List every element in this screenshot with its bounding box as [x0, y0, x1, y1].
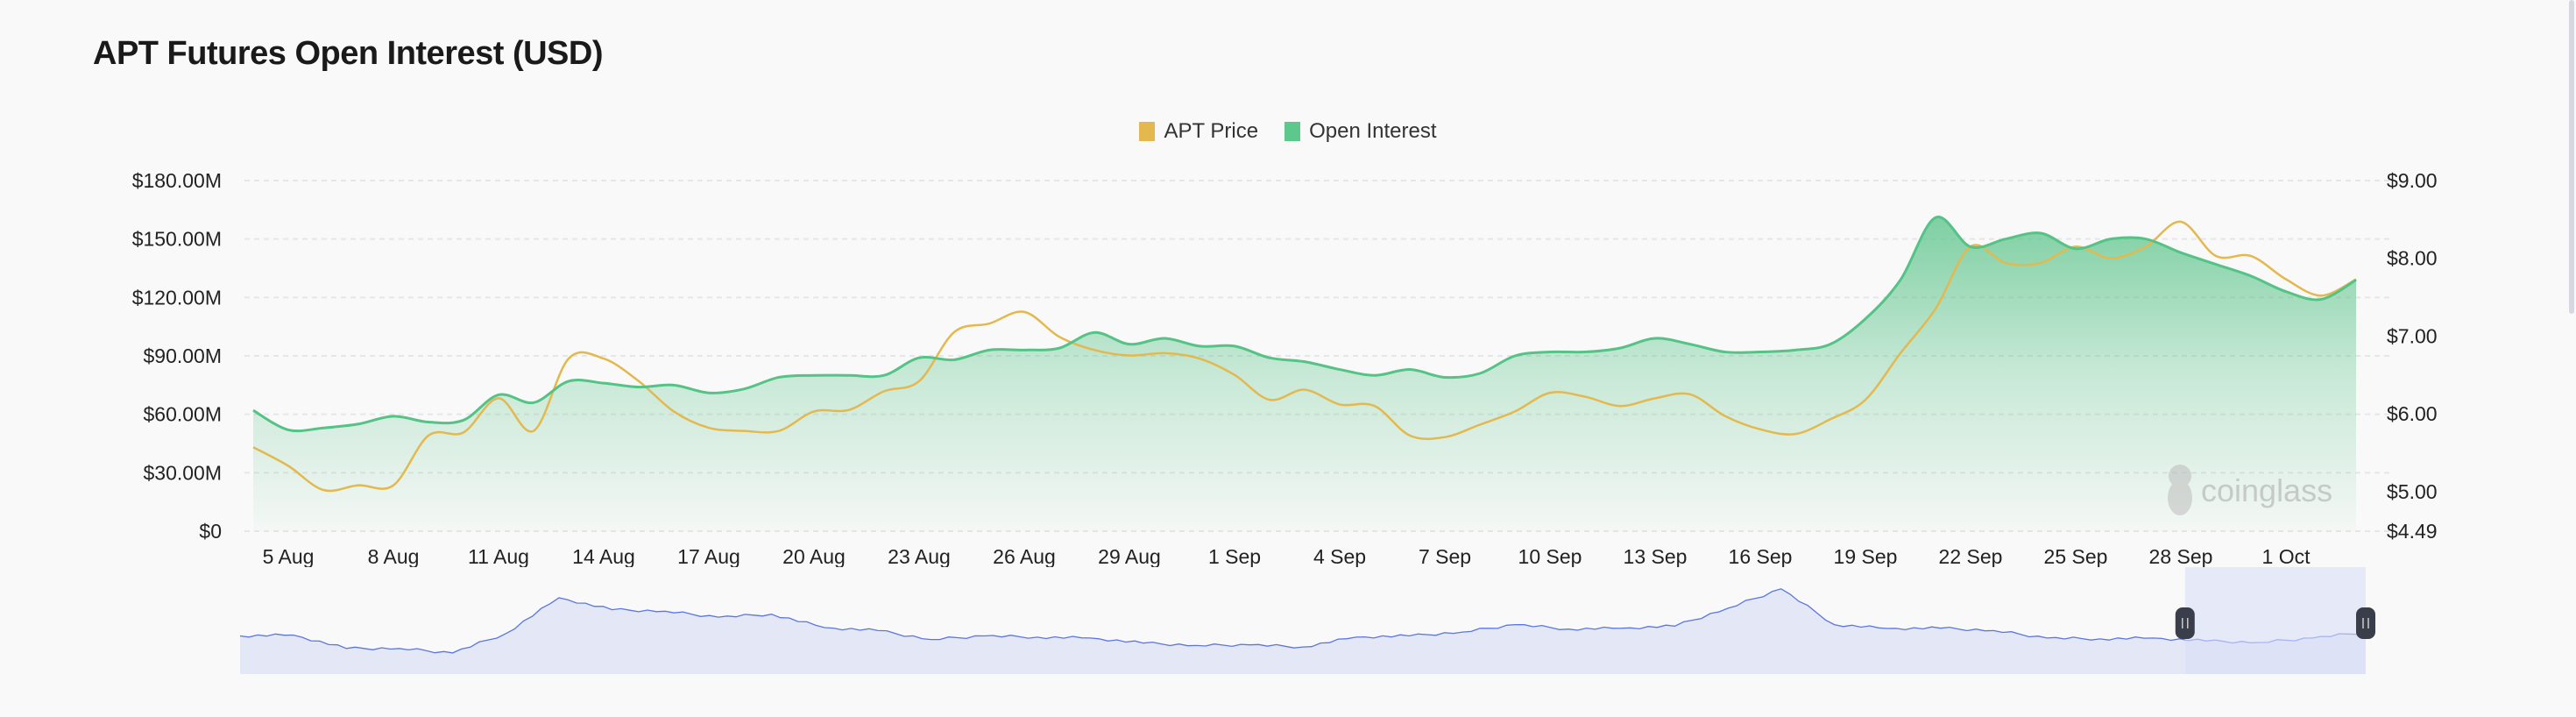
y-right-tick-label: $4.49: [2387, 520, 2438, 543]
navigator-handle-left[interactable]: [2175, 607, 2195, 639]
x-tick-label: 23 Aug: [888, 545, 951, 568]
y-left-tick-label: $120.00M: [132, 286, 222, 309]
legend-item-open-interest[interactable]: Open Interest: [1284, 119, 1437, 144]
legend-label: Open Interest: [1309, 119, 1437, 143]
legend-item-apt-price[interactable]: APT Price: [1139, 119, 1258, 144]
x-tick-label: 7 Sep: [1419, 545, 1471, 568]
chart-title: APT Futures Open Interest (USD): [93, 35, 604, 72]
x-tick-label: 13 Sep: [1624, 545, 1688, 568]
coinglass-watermark: coinglass: [2168, 465, 2332, 515]
navigator-area: [240, 588, 2366, 674]
x-tick-label: 16 Sep: [1729, 545, 1793, 568]
x-tick-label: 10 Sep: [1518, 545, 1582, 568]
x-tick-label: 29 Aug: [1098, 545, 1161, 568]
x-tick-label: 4 Sep: [1313, 545, 1366, 568]
x-tick-label: 8 Aug: [368, 545, 420, 568]
x-tick-label: 22 Sep: [1939, 545, 2003, 568]
navigator-handle-right[interactable]: [2356, 607, 2375, 639]
x-tick-label: 19 Sep: [1834, 545, 1898, 568]
y-right-tick-label: $9.00: [2387, 169, 2438, 192]
x-tick-label: 20 Aug: [782, 545, 846, 568]
y-right-tick-label: $5.00: [2387, 480, 2438, 503]
y-left-tick-label: $0: [199, 520, 222, 543]
navigator-line: [239, 588, 2367, 654]
open-interest-area: [253, 217, 2356, 531]
drag-handle-icon: [2356, 607, 2375, 639]
x-tick-label: 1 Sep: [1208, 545, 1261, 568]
x-tick-label: 25 Sep: [2044, 545, 2108, 568]
page-scrollbar[interactable]: [2569, 0, 2574, 314]
x-tick-label: 1 Oct: [2262, 545, 2311, 568]
legend-swatch-price: [1139, 122, 1156, 141]
x-tick-label: 14 Aug: [572, 545, 635, 568]
open-interest-line: [252, 216, 2357, 433]
drag-handle-icon: [2175, 607, 2195, 639]
y-left-tick-label: $60.00M: [143, 403, 222, 426]
y-left-tick-label: $90.00M: [143, 344, 222, 367]
watermark-text: coinglass: [2201, 472, 2332, 508]
apt-price-line: [252, 220, 2357, 493]
y-right-tick-label: $7.00: [2387, 324, 2438, 347]
x-tick-label: 17 Aug: [677, 545, 740, 568]
y-left-tick-label: $30.00M: [143, 461, 222, 484]
x-tick-label: 28 Sep: [2149, 545, 2213, 568]
legend-label: APT Price: [1164, 119, 1259, 143]
x-tick-label: 26 Aug: [993, 545, 1056, 568]
chart-legend: APT Price Open Interest: [0, 119, 2576, 144]
y-left-tick-label: $180.00M: [132, 169, 222, 192]
y-left-tick-label: $150.00M: [132, 228, 222, 251]
navigator-selection[interactable]: [2184, 567, 2366, 674]
legend-swatch-oi: [1284, 122, 1301, 141]
y-right-tick-label: $6.00: [2387, 402, 2438, 425]
x-tick-label: 5 Aug: [263, 545, 315, 568]
y-right-tick-label: $8.00: [2387, 247, 2438, 270]
x-tick-label: 11 Aug: [468, 545, 529, 568]
